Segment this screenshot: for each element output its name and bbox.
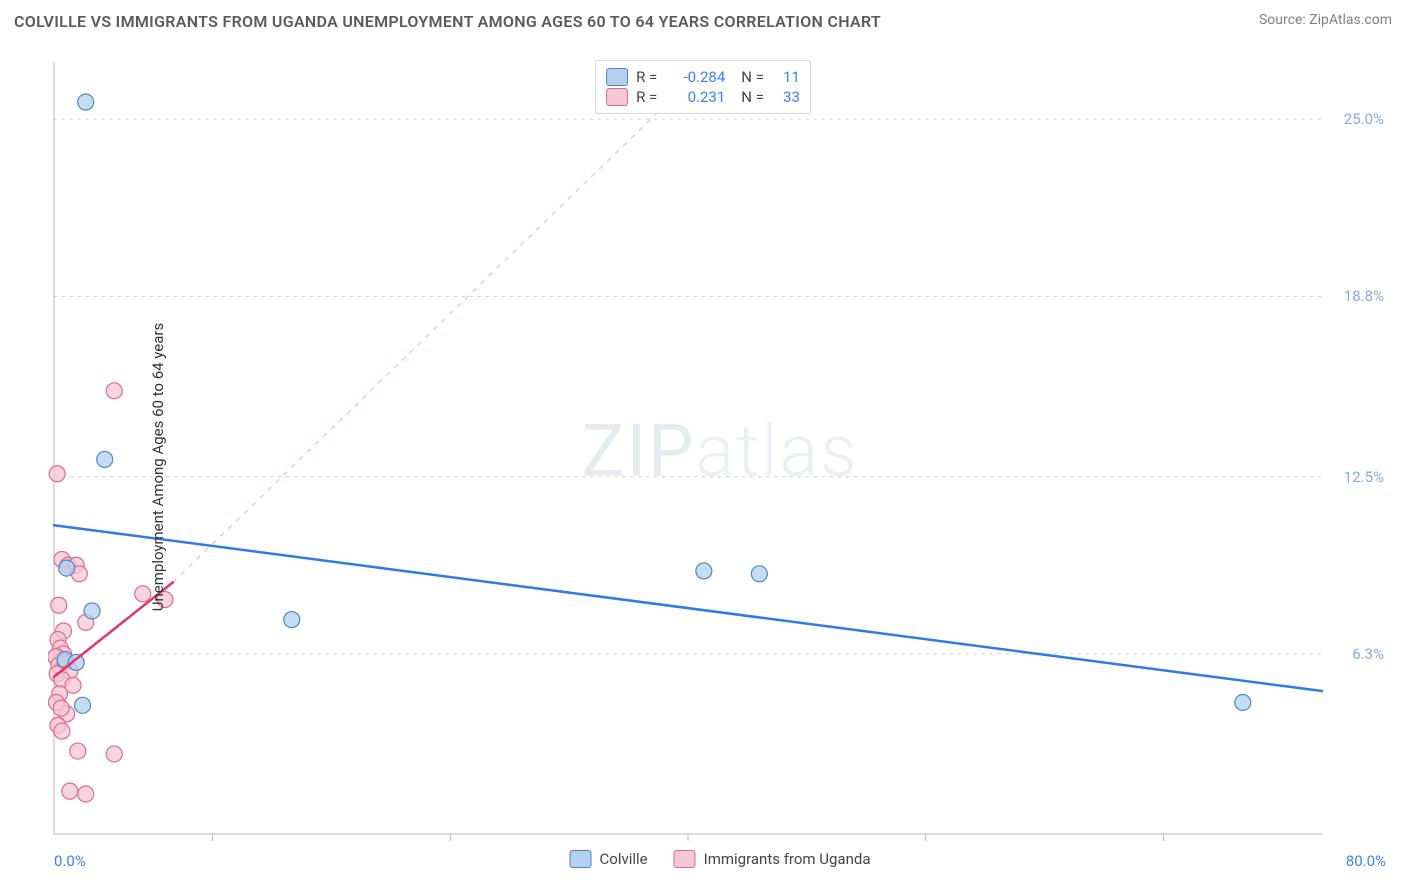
source-link[interactable]: ZipAtlas.com	[1309, 12, 1392, 28]
n-label: N =	[741, 68, 764, 86]
plot-area: Unemployment Among Ages 60 to 64 years Z…	[48, 56, 1392, 878]
n-value: 33	[772, 88, 800, 106]
legend-swatch	[606, 68, 628, 86]
legend-top-row: R = 0.231 N = 33	[606, 87, 800, 107]
x-axis-min-label: 0.0%	[54, 852, 86, 870]
r-label: R =	[636, 68, 657, 86]
legend-bottom: Colville Immigrants from Uganda	[570, 850, 871, 868]
r-label: R =	[636, 88, 657, 106]
source-prefix: Source:	[1259, 12, 1309, 28]
y-tick-label: 12.5%	[1344, 468, 1384, 486]
chart-container: COLVILLE VS IMMIGRANTS FROM UGANDA UNEMP…	[0, 0, 1406, 892]
legend-top-row: R = -0.284 N = 11	[606, 67, 800, 87]
legend-top: R = -0.284 N = 11 R = 0.231 N = 33	[595, 60, 811, 114]
source-credit: Source: ZipAtlas.com	[1259, 12, 1392, 28]
y-tick-label: 25.0%	[1344, 110, 1384, 128]
legend-swatch	[674, 850, 696, 868]
legend-bottom-item: Colville	[570, 850, 648, 868]
chart-title: COLVILLE VS IMMIGRANTS FROM UGANDA UNEMP…	[14, 12, 881, 31]
legend-swatch	[570, 850, 592, 868]
legend-swatch	[606, 88, 628, 106]
y-axis-label: Unemployment Among Ages 60 to 64 years	[149, 323, 167, 611]
r-value: 0.231	[665, 88, 725, 106]
n-value: 11	[772, 68, 800, 86]
legend-label: Immigrants from Uganda	[704, 850, 871, 868]
legend-label: Colville	[600, 850, 648, 868]
r-value: -0.284	[665, 68, 725, 86]
header-row: COLVILLE VS IMMIGRANTS FROM UGANDA UNEMP…	[14, 12, 1392, 31]
legend-bottom-item: Immigrants from Uganda	[674, 850, 871, 868]
chart-svg	[48, 56, 1392, 878]
y-tick-label: 18.8%	[1344, 287, 1384, 305]
n-label: N =	[741, 88, 764, 106]
x-axis-max-label: 80.0%	[1346, 852, 1386, 870]
y-tick-label: 6.3%	[1352, 645, 1384, 663]
